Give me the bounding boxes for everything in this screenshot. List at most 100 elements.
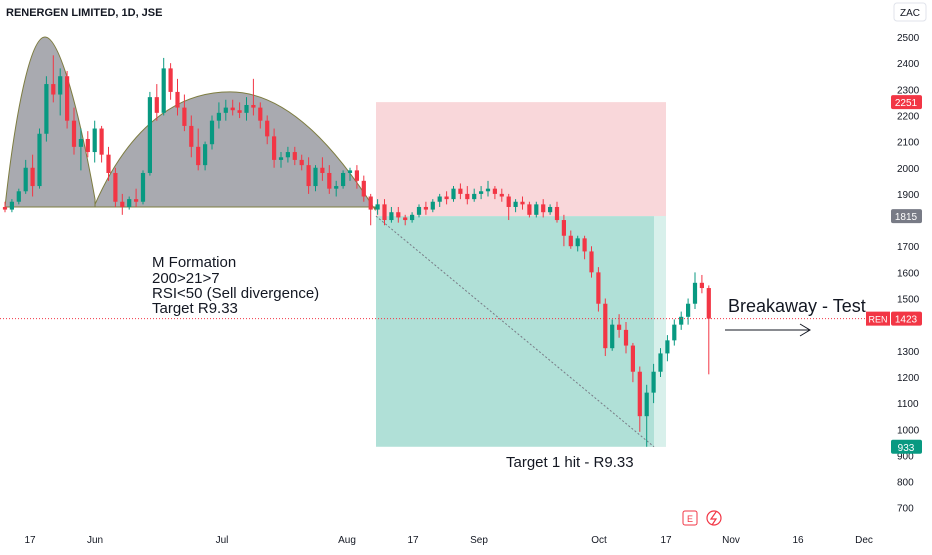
- annotation-m-formation-line-2: 200>21>7: [152, 270, 220, 287]
- candle-body: [58, 76, 63, 95]
- candle: [58, 68, 63, 116]
- annotation-m-formation-line-1: M Formation: [152, 254, 236, 271]
- candle-body: [465, 193, 470, 200]
- candle-body: [258, 107, 263, 121]
- candle: [30, 154, 35, 197]
- x-axis[interactable]: 17 Jun Jul Aug 17 Sep Oct 17 Nov 16 Dec: [24, 535, 872, 546]
- candle: [175, 78, 180, 116]
- position-zones[interactable]: [375, 102, 666, 448]
- y-tick-label: 1900: [897, 190, 920, 201]
- x-tick-label: Aug: [338, 535, 356, 546]
- candle: [51, 55, 56, 103]
- annotation-breakaway: Breakaway - Test: [728, 296, 866, 316]
- flash-icon[interactable]: [706, 510, 722, 526]
- x-tick-label: 17: [660, 535, 672, 546]
- candle: [244, 97, 249, 121]
- candle: [361, 175, 366, 202]
- candle: [686, 298, 691, 325]
- candle-body: [423, 206, 428, 210]
- candle-body: [196, 146, 201, 166]
- svg-text:E: E: [687, 514, 693, 524]
- candle: [196, 128, 201, 171]
- candle-body: [637, 371, 642, 417]
- candle-body: [237, 110, 242, 113]
- y-tick-label: 1000: [897, 425, 920, 436]
- candle-body: [520, 201, 525, 205]
- candle: [189, 115, 194, 158]
- candle-body: [368, 196, 373, 210]
- candle: [637, 366, 642, 432]
- candle: [313, 165, 318, 192]
- take-profit-zone[interactable]: [376, 216, 666, 447]
- candle: [203, 141, 208, 171]
- candle: [85, 131, 90, 158]
- candle-body: [113, 172, 118, 202]
- candle-body: [389, 212, 394, 221]
- candle-body: [485, 188, 491, 192]
- candle: [334, 180, 339, 197]
- candle-body: [610, 324, 615, 349]
- candle-body: [313, 167, 318, 187]
- x-tick-label: Oct: [591, 535, 607, 546]
- y-tick-label: 1300: [897, 347, 920, 358]
- currency-button[interactable]: [893, 2, 927, 22]
- x-tick-label: Jun: [87, 535, 103, 546]
- candle: [617, 314, 622, 338]
- candle: [99, 125, 104, 163]
- left-peak-shape: [4, 36, 96, 208]
- candle: [182, 94, 187, 132]
- candle: [451, 186, 456, 202]
- y-tick-label: 800: [897, 478, 914, 489]
- candle-body: [651, 371, 656, 393]
- candle-body: [692, 282, 698, 304]
- candle: [416, 204, 422, 218]
- candle-body: [499, 193, 504, 197]
- candle-body: [513, 201, 518, 207]
- candle-body: [306, 165, 311, 187]
- candle: [92, 120, 97, 163]
- candle-body: [37, 133, 42, 187]
- candle: [223, 99, 228, 121]
- x-tick-label: Nov: [722, 535, 740, 546]
- candle: [2, 201, 8, 213]
- zone-fade-strip: [654, 216, 666, 447]
- earnings-icon[interactable]: E: [682, 510, 698, 526]
- candle-body: [472, 193, 477, 200]
- candle: [299, 154, 304, 171]
- candle: [423, 201, 428, 215]
- candle: [258, 102, 263, 129]
- candle-body: [334, 186, 339, 189]
- candle: [161, 57, 166, 116]
- y-axis[interactable]: 2500 2400 2300 2200 2100 2000 1900 1700 1600 1500…: [897, 33, 920, 515]
- y-tick-label: 1600: [897, 268, 920, 279]
- candle: [396, 206, 401, 223]
- candle-body: [458, 188, 463, 194]
- candle: [382, 199, 387, 226]
- candle-body: [430, 201, 435, 210]
- candle: [285, 146, 290, 163]
- candle-body: [9, 201, 14, 210]
- candle: [665, 335, 670, 362]
- candle: [292, 146, 297, 166]
- annotation-target-hit: Target 1 hit - R9.33: [506, 454, 634, 471]
- candle-body: [354, 170, 359, 181]
- candle-body: [382, 204, 387, 221]
- candle: [147, 91, 152, 176]
- candle-body: [679, 316, 684, 325]
- stop-loss-zone[interactable]: [376, 102, 666, 217]
- candle-body: [223, 107, 228, 113]
- candle: [389, 206, 394, 223]
- candle-body: [686, 303, 691, 317]
- m-formation-shapes: [4, 36, 376, 212]
- y-tick-label: 2500: [897, 33, 920, 44]
- candle: [237, 102, 242, 119]
- candle-body: [278, 157, 284, 160]
- candle-body: [596, 272, 601, 304]
- candle-body: [479, 191, 484, 194]
- candle-body: [568, 235, 573, 247]
- candle: [630, 342, 635, 383]
- candle-body: [85, 138, 90, 153]
- candle-body: [396, 212, 401, 218]
